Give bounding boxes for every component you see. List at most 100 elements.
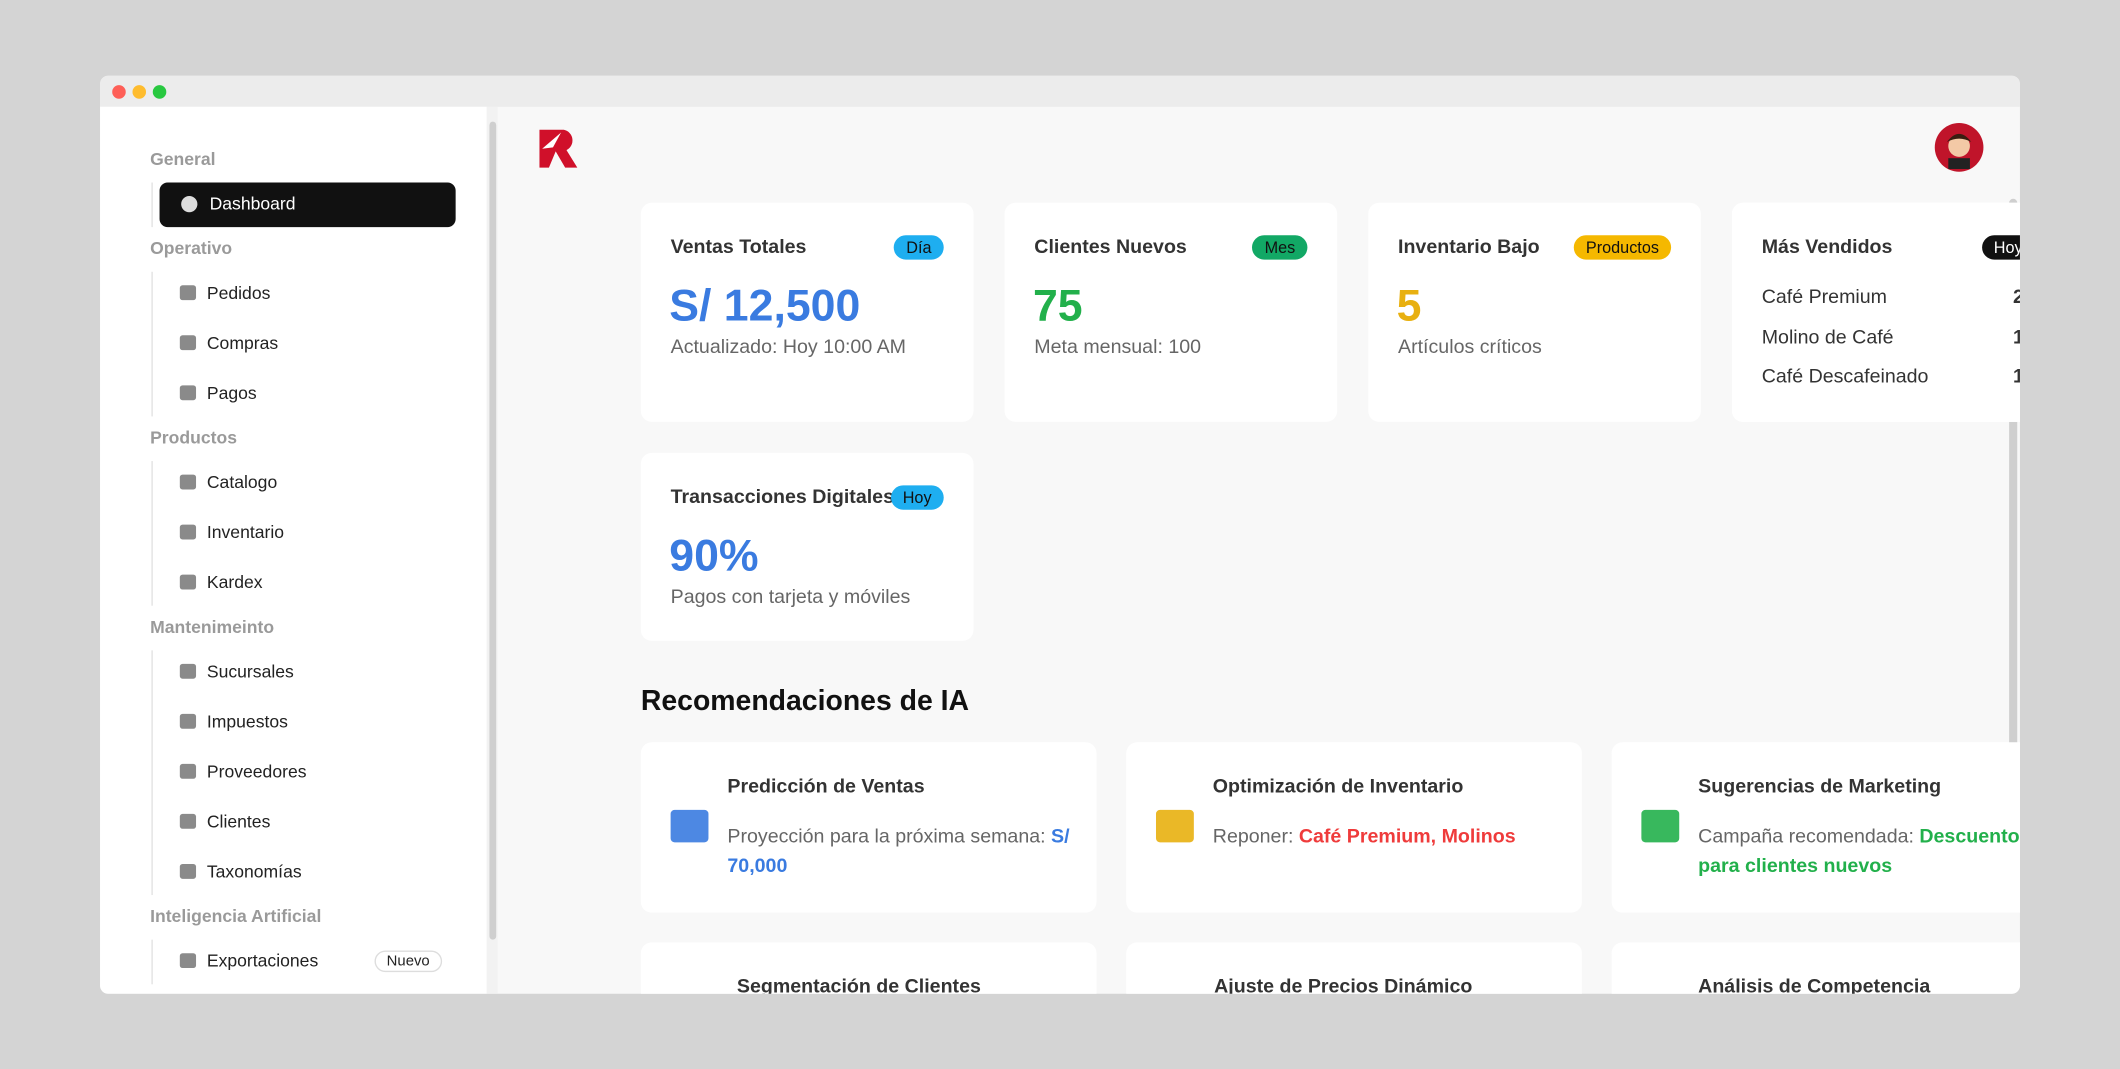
card-title: Más Vendidos: [1761, 236, 1893, 259]
nav-item[interactable]: Compras: [206, 332, 279, 353]
tree-line: [151, 461, 153, 606]
nav-item[interactable]: Pedidos: [206, 282, 271, 303]
seller-count: 18: [2013, 327, 2020, 349]
rec-icon: [670, 809, 709, 843]
rec-title: Optimización de Inventario: [1212, 776, 1464, 798]
nav-item[interactable]: Exportaciones: [206, 950, 319, 971]
card-title: Transacciones Digitales: [670, 486, 894, 509]
card-badge: Hoy: [890, 485, 944, 510]
tree-line: [151, 271, 153, 417]
nav-item[interactable]: Catalogo: [206, 471, 278, 493]
recommendation-card: Predicción de Ventas Proyección para la p…: [640, 742, 1097, 913]
logo[interactable]: [537, 127, 580, 170]
main-content: Ventas Totales Día S/ 12,500 Actualizado: H…: [498, 107, 2020, 994]
rec-title: Segmentación de Clientes: [736, 976, 981, 994]
rec-icon: [1641, 809, 1680, 843]
nav-item[interactable]: Clientes: [206, 811, 271, 832]
nav-item[interactable]: Pagos: [206, 382, 257, 403]
nav-item[interactable]: Proveedores: [206, 761, 307, 782]
rec-label: Reponer:: [1212, 826, 1294, 848]
seller-count: 25: [2013, 287, 2020, 309]
section-title: Inteligencia Artificial: [150, 905, 322, 927]
main-scrollbar[interactable]: [2009, 198, 2018, 875]
rec-text: Campaña recomendada: Descuentos para clie…: [1698, 822, 2020, 881]
tree-line: [151, 939, 153, 985]
nav-icon: [179, 713, 197, 729]
nav-item[interactable]: Taxonomías: [206, 861, 302, 882]
nav-icon: [179, 863, 197, 879]
nav-icon: [179, 763, 197, 779]
nav-icon: [181, 196, 198, 213]
nav-item[interactable]: Kardex: [206, 571, 263, 593]
card-badge: Día: [894, 235, 944, 260]
stat-card: Inventario Bajo Productos 5 Artículos críti…: [1368, 202, 1701, 422]
recommendation-card: Sugerencias de Marketing Campaña recomend…: [1611, 742, 2020, 913]
rec-title: Ajuste de Precios Dinámico: [1214, 976, 1473, 994]
section-title: Mantenimeinto: [150, 616, 275, 637]
nav-icon: [179, 574, 197, 590]
rec-highlight: S/ 70,000: [727, 826, 1070, 878]
tree-line: [151, 182, 153, 228]
minimize-button[interactable]: [132, 85, 147, 99]
rec-label: Proyección para la próxima semana:: [727, 826, 1046, 848]
card-title: Inventario Bajo: [1398, 236, 1540, 259]
rec-text: Reponer: Café Premium, Molinos: [1213, 822, 1558, 852]
card-value: 90%: [669, 529, 759, 581]
stat-card: Clientes Nuevos Mes 75 Meta mensual: 100: [1004, 202, 1338, 422]
nav-icon: [179, 385, 197, 401]
section-title: General: [150, 148, 216, 170]
top-sellers-card: Más Vendidos Hoy Café Premium 25 Molino de C…: [1731, 202, 2020, 422]
card-title: Clientes Nuevos: [1034, 236, 1187, 259]
nav-item[interactable]: Inventario: [206, 521, 285, 543]
sidebar: General Dashboard Operativo Pedidos Compras P…: [100, 106, 487, 994]
card-badge: Productos: [1573, 235, 1672, 260]
card-value: S/ 12,500: [669, 279, 861, 330]
rec-label: Campaña recomendada:: [1698, 826, 1914, 848]
section-title: Operativo: [150, 237, 233, 259]
card-value: 5: [1396, 279, 1422, 330]
section-heading: Recomendaciones de IA: [640, 685, 970, 717]
card-note: Meta mensual: 100: [1034, 336, 1202, 359]
section-title: Productos: [150, 427, 238, 448]
new-badge: Nuevo: [374, 950, 442, 973]
stat-card: Ventas Totales Día S/ 12,500 Actualizado: H…: [640, 202, 974, 422]
rec-text: Proyección para la próxima semana: S/ 70,…: [727, 822, 1072, 881]
nav-item-active[interactable]: [159, 182, 456, 228]
seller-name: Café Descafeinado: [1761, 366, 1929, 389]
nav-item[interactable]: Impuestos: [206, 711, 288, 732]
sidebar-scrollbar: [486, 106, 498, 994]
maximize-button[interactable]: [152, 85, 167, 99]
rec-title: Sugerencias de Marketing: [1698, 776, 1942, 798]
nav-icon: [179, 474, 197, 490]
rec-icon: [1155, 809, 1194, 843]
card-value: 75: [1032, 279, 1083, 330]
recommendation-card: Segmentación de Clientes: [640, 942, 1097, 994]
rec-title: Predicción de Ventas: [727, 776, 925, 798]
card-note: Pagos con tarjeta y móviles: [670, 586, 911, 609]
avatar[interactable]: [1933, 122, 1984, 173]
close-button[interactable]: [112, 85, 126, 99]
nav-icon: [179, 285, 197, 301]
nav-icon: [179, 524, 197, 540]
nav-icon: [179, 335, 197, 351]
nav-item[interactable]: Dashboard: [209, 193, 296, 214]
scroll-thumb[interactable]: [489, 121, 497, 940]
window: General Dashboard Operativo Pedidos Compras P…: [100, 75, 2020, 994]
seller-name: Molino de Café: [1761, 326, 1894, 349]
card-badge: Mes: [1252, 235, 1308, 260]
nav-item[interactable]: Sucursales: [206, 661, 294, 682]
stat-card: Transacciones Digitales Hoy 90% Pagos con t…: [640, 452, 974, 641]
title-bar: [100, 75, 2020, 107]
card-badge: Hoy: [1981, 235, 2020, 260]
nav-icon: [179, 953, 197, 969]
recommendation-card: Ajuste de Precios Dinámico: [1126, 942, 1582, 994]
rec-highlight: Café Premium, Molinos: [1298, 826, 1516, 848]
nav-icon: [179, 813, 197, 829]
rec-highlight: Descuentos para clientes nuevos: [1698, 826, 2020, 878]
card-note: Actualizado: Hoy 10:00 AM: [670, 336, 907, 359]
tree-line: [151, 650, 153, 896]
recommendation-card: Análisis de Competencia: [1611, 942, 2020, 994]
seller-name: Café Premium: [1761, 286, 1888, 309]
